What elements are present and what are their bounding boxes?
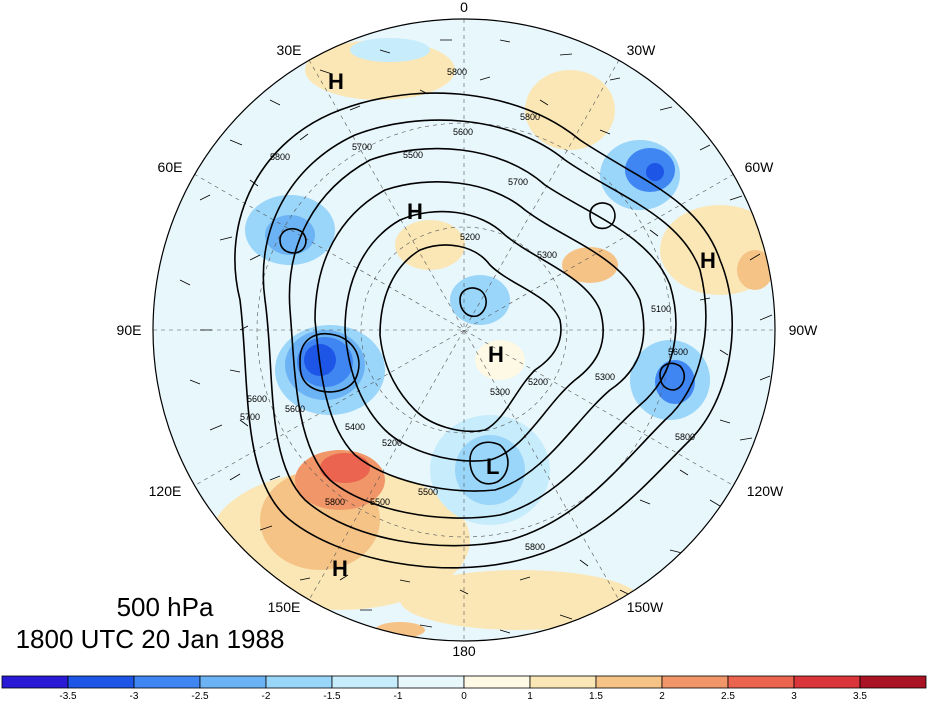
lon-label-120e: 120E xyxy=(149,483,182,499)
contour-label: 5600 xyxy=(285,404,305,414)
lon-label-120w: 120W xyxy=(747,483,784,499)
colorbar-tick-label: 2 xyxy=(659,691,665,702)
colorbar-swatch xyxy=(265,675,333,689)
wind-barbs xyxy=(179,39,773,634)
contour-label: 5100 xyxy=(651,304,671,314)
contour-label: 5700 xyxy=(508,177,528,187)
contour-label: 5200 xyxy=(382,438,402,448)
colorbar-swatch xyxy=(661,675,729,689)
colorbar-swatch xyxy=(529,675,597,689)
high-pressure-marker: H xyxy=(700,248,716,273)
lon-label-30e: 30E xyxy=(277,42,302,58)
contour-label: 5300 xyxy=(537,250,557,260)
contour-label: 5800 xyxy=(325,497,345,507)
pressure-markers: H H H H H L xyxy=(328,69,716,581)
colorbar-tick-label: 2.5 xyxy=(721,691,735,702)
longitude-labels: 0 30E 30W 60E 60W 90E 90W 120E 120W 150E… xyxy=(117,0,819,659)
graticule xyxy=(153,19,775,641)
colorbar-tick-label: -1.5 xyxy=(323,691,341,702)
colorbar-swatch xyxy=(595,675,663,689)
colorbar-tick-label: 1 xyxy=(527,691,533,702)
colorbar-swatch xyxy=(1,675,69,689)
lon-label-150e: 150E xyxy=(268,599,301,615)
lon-label-180: 180 xyxy=(452,643,476,659)
colorbar-tick-label: -3 xyxy=(130,691,139,702)
high-pressure-marker: H xyxy=(332,556,348,581)
colorbar-swatch xyxy=(463,675,531,689)
colorbar-swatch xyxy=(133,675,201,689)
colorbar-swatch xyxy=(331,675,399,689)
contour-label: 5600 xyxy=(668,347,688,357)
contour-label: 5800 xyxy=(520,112,540,122)
contour-label: 5800 xyxy=(675,432,695,442)
high-pressure-marker: H xyxy=(407,199,423,224)
lon-label-150w: 150W xyxy=(627,599,664,615)
contour-label: 5700 xyxy=(240,412,260,422)
colorbar-tick-label: -2 xyxy=(262,691,271,702)
contour-label: 5400 xyxy=(345,422,365,432)
contour-label: 5800 xyxy=(525,542,545,552)
pressure-level-label: 500 hPa xyxy=(116,592,214,622)
colorbar: -3.5 -3 -2.5 -2 -1.5 -1 0 1 1.5 2 2.5 3 3.5 xyxy=(1,675,927,702)
colorbar-tick-label: 0 xyxy=(461,691,467,702)
colorbar-tick-label: -3.5 xyxy=(59,691,77,702)
colorbar-swatch xyxy=(793,675,861,689)
lon-label-0: 0 xyxy=(460,0,468,15)
colorbar-swatch xyxy=(67,675,135,689)
contour-label: 5500 xyxy=(403,150,423,160)
lon-label-30w: 30W xyxy=(627,42,657,58)
colorbar-tick-label: 3.5 xyxy=(853,691,867,702)
lon-label-60e: 60E xyxy=(158,159,183,175)
lon-label-90e: 90E xyxy=(117,322,142,338)
contour-label: 5700 xyxy=(352,142,372,152)
contour-label: 5600 xyxy=(247,394,267,404)
lon-label-90w: 90W xyxy=(789,322,819,338)
contour-labels: 5800 5700 5600 5500 5300 5200 5100 5800 … xyxy=(240,67,695,552)
contour-label: 5300 xyxy=(595,372,615,382)
colorbar-tick-label: 3 xyxy=(791,691,797,702)
lon-label-60w: 60W xyxy=(745,159,775,175)
contour-label: 5300 xyxy=(490,387,510,397)
colorbar-swatch xyxy=(199,675,267,689)
contour-label: 5200 xyxy=(460,232,480,242)
height-contours xyxy=(234,92,734,569)
contour-label: 5500 xyxy=(370,497,390,507)
contour-label: 5200 xyxy=(528,377,548,387)
map-border xyxy=(152,18,776,642)
contour-label: 5500 xyxy=(418,487,438,497)
valid-time-label: 1800 UTC 20 Jan 1988 xyxy=(15,624,285,654)
anomaly-field xyxy=(153,19,775,641)
colorbar-tick-label: 1.5 xyxy=(589,691,603,702)
low-pressure-marker: L xyxy=(486,454,499,479)
colorbar-swatch xyxy=(727,675,795,689)
colorbar-tick-label: -2.5 xyxy=(191,691,209,702)
contour-label: 5800 xyxy=(447,67,467,77)
high-pressure-marker: H xyxy=(328,69,344,94)
contour-label: 5600 xyxy=(453,127,473,137)
colorbar-swatch xyxy=(397,675,465,689)
colorbar-swatch xyxy=(859,675,927,689)
colorbar-tick-label: -1 xyxy=(394,691,403,702)
high-pressure-marker: H xyxy=(488,342,504,367)
contour-label: 5800 xyxy=(270,152,290,162)
